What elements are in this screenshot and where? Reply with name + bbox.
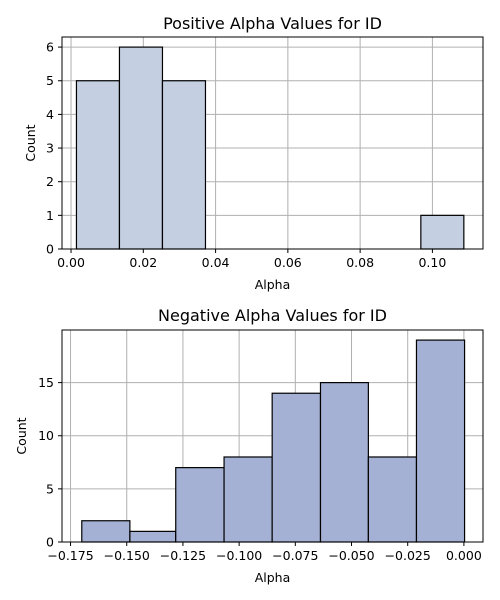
histogram-bar [175,467,225,543]
y-tick-label: 1 [46,208,54,223]
histogram-bar [118,46,164,250]
x-tick-label: 0.00 [57,255,85,270]
x-tick-label: 0.04 [202,255,230,270]
x-tick-label: −0.100 [216,548,262,563]
y-tick-label: 0 [46,242,54,257]
y-tick-label: 10 [38,428,54,443]
histogram-bar [271,392,322,543]
histogram-bar [161,80,207,250]
y-tick-label: 6 [46,40,54,55]
histogram-bar [129,530,177,543]
histogram-bar [367,456,418,543]
x-tick-label: −0.075 [272,548,318,563]
x-tick-label: −0.175 [47,548,93,563]
histogram-bar [75,80,121,250]
x-axis-label: Alpha [255,277,291,292]
x-tick-label: −0.150 [104,548,150,563]
x-tick-label: −0.125 [160,548,206,563]
plot-frame [61,36,484,250]
y-tick-label: 3 [46,141,54,156]
x-tick-label: 0.08 [346,255,374,270]
x-tick-label: 0.000 [446,548,482,563]
y-tick-label: 5 [46,481,54,496]
histogram-bar [223,456,273,543]
y-tick-label: 0 [46,535,54,550]
chart-title: Negative Alpha Values for ID [158,306,387,325]
histogram-bar [415,339,466,543]
histogram-bar [319,382,369,543]
histogram-bar [420,214,465,250]
y-tick-label: 15 [38,375,54,390]
positive-alpha-histogram: 0.00 0.02 0.04 0.06 0.08 0.10 0 1 2 3 4 5 6 Positive … [23,14,484,292]
negative-alpha-histogram: −0.175 −0.150 −0.125 −0.100 −0.075 −0.050 −0.0… [14,306,484,585]
x-tick-label: 0.06 [274,255,302,270]
x-tick-label: −0.025 [385,548,431,563]
x-tick-label: 0.02 [129,255,157,270]
histogram-bar [81,520,131,543]
y-tick-label: 2 [46,174,54,189]
y-axis-label: Count [23,124,38,161]
x-tick-label: −0.050 [328,548,374,563]
x-axis-label: Alpha [255,570,291,585]
y-tick-label: 5 [46,73,54,88]
y-axis-label: Count [14,417,29,454]
x-tick-label: 0.10 [418,255,446,270]
chart-title: Positive Alpha Values for ID [163,14,382,33]
y-tick-label: 4 [46,107,54,122]
